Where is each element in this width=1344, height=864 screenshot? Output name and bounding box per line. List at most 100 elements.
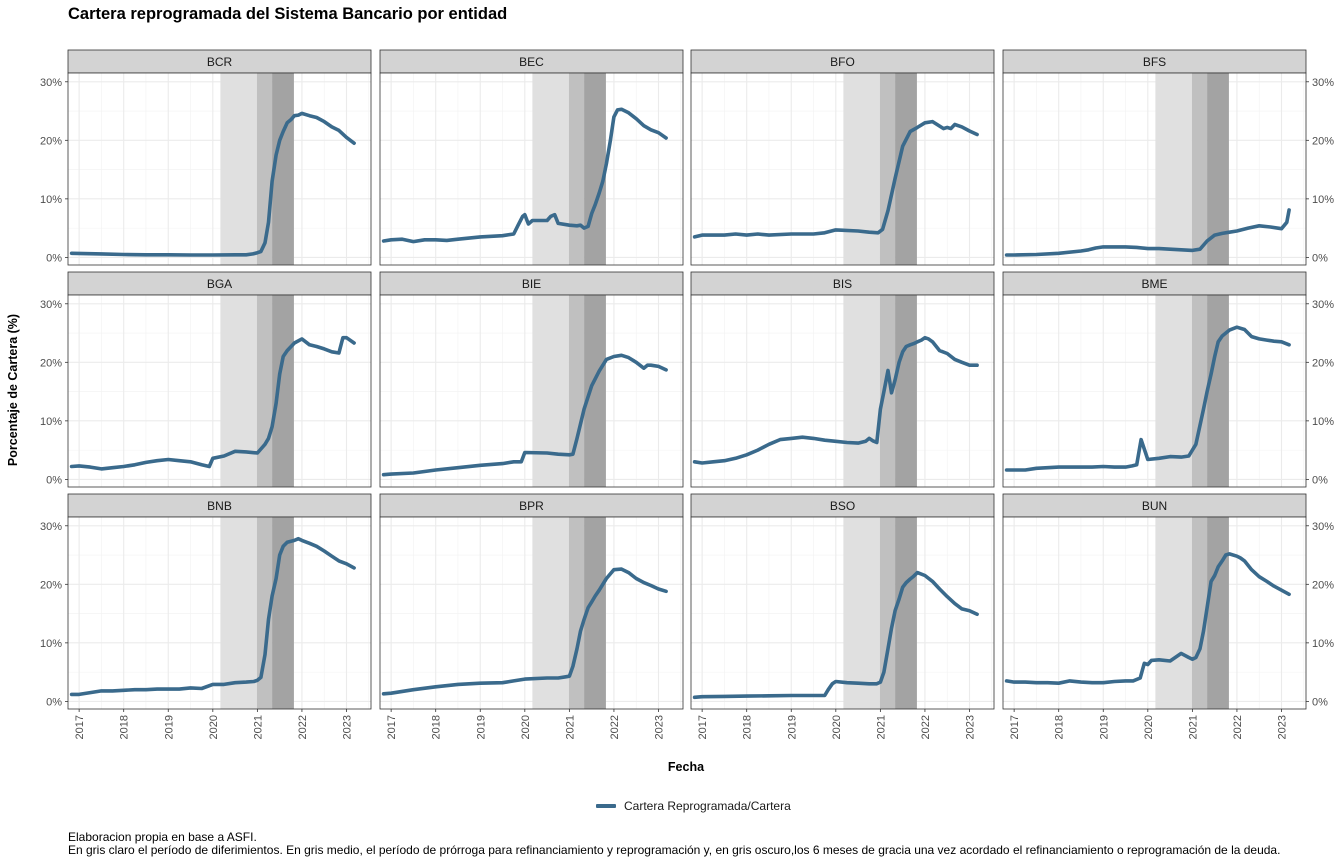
x-tick-label: 2017: [1009, 715, 1021, 739]
panel-bun: BUN 0% 10% 20% 30% 2017 2018 2019 2020 2021 2022 20…: [1002, 493, 1334, 739]
y-tick-label: 0%: [1312, 696, 1328, 708]
x-tick-label: 2018: [431, 715, 443, 739]
series-line: [69, 536, 356, 697]
y-tick-label: 10%: [40, 638, 62, 650]
x-tick-label: 2020: [208, 715, 220, 739]
y-tick-label: 30%: [40, 521, 62, 533]
x-tick-label: 2023: [1276, 715, 1288, 739]
panel-border: [67, 294, 372, 488]
plot-background: [380, 295, 683, 487]
y-tick-label: 10%: [40, 194, 62, 206]
plot-background: [1003, 295, 1306, 487]
plot-background: [380, 73, 683, 265]
shaded-period-medium: [1191, 517, 1208, 709]
panel-border: [1002, 516, 1307, 710]
shaded-period-light: [532, 73, 569, 265]
panel-border: [690, 516, 995, 710]
shaded-period-dark: [584, 73, 606, 265]
shaded-period-light: [1155, 517, 1192, 709]
series-line: [381, 567, 668, 696]
series-line: [381, 353, 668, 477]
panel-bso: BSO 2017 2018 2019 2020 2021 2022 2023: [690, 493, 995, 739]
panel-bec: BEC: [379, 49, 684, 266]
x-tick-label: 2019: [163, 715, 175, 739]
y-tick-label: 0%: [46, 474, 62, 486]
shaded-period-dark: [895, 73, 917, 265]
legend-swatch: [596, 804, 616, 808]
shaded-period-light: [220, 295, 257, 487]
y-tick-label: 20%: [1312, 135, 1334, 147]
shaded-period-dark: [584, 517, 606, 709]
x-axis-title: Fecha: [668, 760, 705, 774]
panel-border: [1002, 294, 1307, 488]
y-tick-label: 0%: [1312, 474, 1328, 486]
x-tick-label: 2020: [831, 715, 843, 739]
x-tick-label: 2022: [1232, 715, 1244, 739]
y-tick-label: 10%: [40, 416, 62, 428]
panel-label: BSO: [830, 499, 855, 513]
y-tick-label: 30%: [1312, 299, 1334, 311]
y-tick-label: 30%: [1312, 77, 1334, 89]
panel-label: BNB: [207, 499, 232, 513]
x-tick-label: 2017: [697, 715, 709, 739]
shaded-period-light: [220, 517, 257, 709]
panel-bpr: BPR 2017 2018 2019 2020 2021 2022 2023: [379, 493, 684, 739]
panel-border: [67, 516, 372, 710]
x-tick-label: 2018: [742, 715, 754, 739]
y-tick-label: 20%: [40, 579, 62, 591]
shaded-period-medium: [568, 73, 585, 265]
plot-background: [1003, 73, 1306, 265]
y-tick-label: 0%: [46, 696, 62, 708]
y-tick-label: 20%: [1312, 579, 1334, 591]
shaded-period-dark: [272, 295, 294, 487]
shaded-period-dark: [895, 517, 917, 709]
shaded-period-dark: [584, 295, 606, 487]
y-tick-label: 20%: [40, 357, 62, 369]
x-tick-label: 2021: [252, 715, 264, 739]
plot-background: [1003, 517, 1306, 709]
panel-bga: BGA 0% 10% 20% 30%: [40, 271, 372, 488]
panel-label: BFS: [1143, 55, 1166, 69]
caption: Elaboracion propia en base a ASFI. En gr…: [68, 831, 1280, 857]
legend: Cartera Reprogramada/Cartera: [596, 799, 791, 813]
panel-label: BIE: [522, 277, 541, 291]
panel-bie: BIE: [379, 271, 684, 488]
panel-border: [379, 516, 684, 710]
shaded-period-medium: [1191, 295, 1208, 487]
shaded-period-light: [1155, 73, 1192, 265]
panel-label: BIS: [833, 277, 852, 291]
shaded-period-light: [843, 73, 880, 265]
y-tick-label: 30%: [40, 299, 62, 311]
shaded-period-medium: [256, 295, 273, 487]
x-tick-label: 2021: [564, 715, 576, 739]
shaded-period-medium: [568, 295, 585, 487]
plot-background: [68, 73, 371, 265]
x-tick-label: 2021: [875, 715, 887, 739]
x-tick-label: 2022: [920, 715, 932, 739]
shaded-period-medium: [879, 517, 896, 709]
x-tick-label: 2020: [520, 715, 532, 739]
panel-bme: BME 0% 10% 20% 30%: [1002, 271, 1334, 488]
series-line: [692, 335, 979, 465]
shaded-period-medium: [879, 295, 896, 487]
series-line: [69, 111, 356, 257]
x-tick-label: 2020: [1143, 715, 1155, 739]
panel-label: BFO: [830, 55, 855, 69]
panel-bfs: BFS 0% 10% 20% 30%: [1002, 49, 1334, 266]
plot-background: [68, 517, 371, 709]
shaded-period-dark: [1207, 517, 1229, 709]
shaded-period-dark: [1207, 73, 1229, 265]
x-tick-label: 2023: [653, 715, 665, 739]
x-tick-label: 2021: [1187, 715, 1199, 739]
series-line: [1004, 325, 1291, 472]
panel-label: BPR: [519, 499, 544, 513]
x-tick-label: 2018: [119, 715, 131, 739]
shaded-period-medium: [568, 517, 585, 709]
x-tick-label: 2022: [609, 715, 621, 739]
shaded-period-dark: [1207, 295, 1229, 487]
series-line: [69, 335, 356, 471]
panel-label: BCR: [207, 55, 233, 69]
shaded-period-light: [220, 73, 257, 265]
shaded-period-light: [843, 295, 880, 487]
x-tick-label: 2022: [297, 715, 309, 739]
